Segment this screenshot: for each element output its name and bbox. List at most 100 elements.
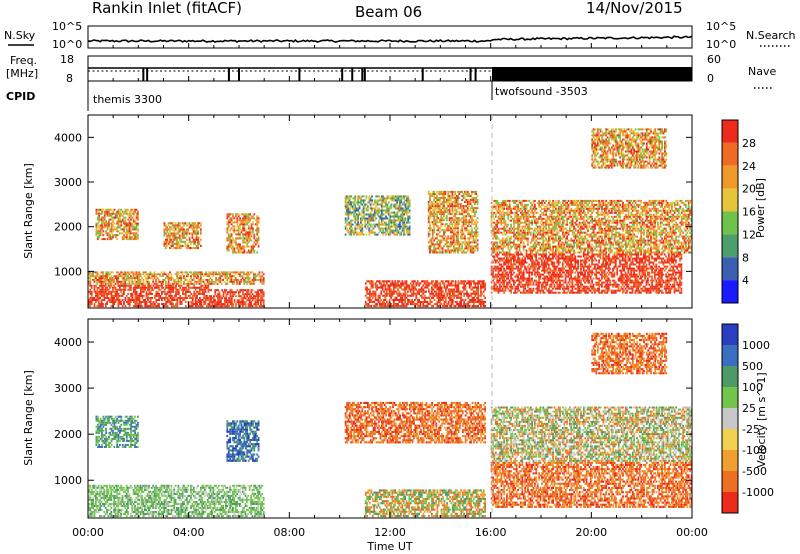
range-cell: [374, 220, 376, 222]
range-cell: [201, 271, 203, 273]
range-cell: [140, 293, 142, 295]
range-cell: [101, 225, 103, 227]
range-cell: [238, 299, 240, 301]
range-cell: [383, 291, 385, 293]
range-cell: [411, 299, 413, 301]
range-cell: [406, 280, 408, 282]
range-cell: [401, 297, 403, 299]
range-cell: [160, 289, 162, 291]
range-cell: [249, 229, 251, 231]
range-cell: [249, 273, 251, 275]
range-cell: [445, 197, 447, 199]
range-cell: [200, 303, 202, 305]
nsky-right-tick-top: 10^5: [706, 20, 736, 33]
range-cell: [448, 280, 450, 282]
range-cell: [200, 224, 202, 226]
range-cell: [123, 301, 125, 303]
range-cell: [171, 239, 173, 241]
range-cell: [473, 247, 475, 249]
range-cell: [517, 286, 519, 288]
range-cell: [245, 303, 247, 305]
range-cell: [371, 195, 373, 197]
range-cell: [378, 208, 380, 210]
range-cell: [389, 299, 391, 301]
range-cell: [461, 229, 463, 231]
range-cell: [363, 201, 365, 203]
range-cell: [258, 231, 260, 233]
range-cell: [91, 287, 93, 289]
range-cell: [96, 226, 98, 228]
range-cell: [477, 203, 479, 205]
range-cell: [130, 275, 132, 277]
range-cell: [95, 277, 97, 279]
range-cell: [219, 291, 221, 293]
range-cell: [457, 195, 459, 197]
range-cell: [417, 303, 419, 305]
range-cell: [477, 233, 479, 235]
range-cell: [471, 229, 473, 231]
range-cell: [442, 291, 444, 293]
range-cell: [101, 232, 103, 234]
range-cell: [442, 235, 444, 237]
range-cell: [367, 208, 369, 210]
range-cell: [147, 299, 149, 301]
range-cell: [248, 215, 250, 217]
range-cell: [443, 199, 445, 201]
range-cell: [545, 254, 547, 256]
range-cell: [477, 231, 479, 233]
range-cell: [251, 233, 253, 235]
range-cell: [252, 229, 254, 231]
range-cell: [129, 273, 131, 275]
range-cell: [254, 277, 256, 279]
range-cell: [263, 281, 265, 283]
range-cell: [131, 236, 133, 238]
range-cell: [144, 275, 146, 277]
range-cell: [395, 224, 397, 226]
range-cell: [441, 289, 443, 291]
range-cell: [155, 301, 157, 303]
range-cell: [455, 282, 457, 284]
range-cell: [431, 287, 433, 289]
range-cell: [446, 295, 448, 297]
range-cell: [129, 283, 131, 285]
range-cell: [541, 288, 543, 290]
range-cell: [154, 271, 156, 273]
range-cell: [117, 277, 119, 279]
range-cell: [461, 227, 463, 229]
range-cell: [221, 289, 223, 291]
range-cell: [471, 227, 473, 229]
range-cell: [231, 227, 233, 229]
range-cell: [467, 293, 469, 295]
range-cell: [371, 305, 373, 307]
range-cell: [498, 262, 500, 264]
range-cell: [130, 287, 132, 289]
range-cell: [414, 299, 416, 301]
range-cell: [435, 291, 437, 293]
range-cell: [202, 305, 204, 307]
range-cell: [381, 208, 383, 210]
range-cell: [551, 290, 553, 292]
range-cell: [399, 204, 401, 206]
range-cell: [453, 239, 455, 241]
range-cell: [231, 235, 233, 237]
range-cell: [126, 234, 128, 236]
range-cell: [359, 212, 361, 214]
range-cell: [544, 260, 546, 262]
range-cell: [444, 303, 446, 305]
range-cell: [405, 234, 407, 236]
range-cell: [241, 237, 243, 239]
range-cell: [432, 201, 434, 203]
range-cell: [234, 231, 236, 233]
range-cell: [237, 289, 239, 291]
range-cell: [506, 286, 508, 288]
range-cell: [388, 201, 390, 203]
range-cell: [129, 305, 131, 307]
range-cell: [457, 229, 459, 231]
range-cell: [125, 299, 127, 301]
range-cell: [361, 224, 363, 226]
range-cell: [370, 212, 372, 214]
range-cell: [253, 217, 255, 219]
range-cell: [161, 271, 163, 273]
range-cell: [438, 229, 440, 231]
range-cell: [179, 224, 181, 226]
